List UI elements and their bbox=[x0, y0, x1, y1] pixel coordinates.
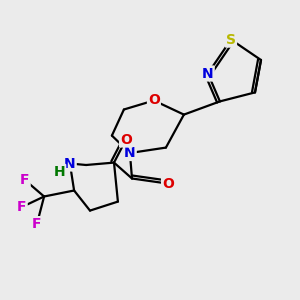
Text: F: F bbox=[32, 217, 42, 231]
Text: N: N bbox=[202, 67, 214, 80]
Text: O: O bbox=[148, 94, 160, 107]
Text: N: N bbox=[64, 157, 76, 170]
Text: N: N bbox=[124, 146, 136, 160]
Text: H: H bbox=[54, 165, 65, 179]
Text: O: O bbox=[120, 133, 132, 146]
Text: S: S bbox=[226, 33, 236, 46]
Text: F: F bbox=[20, 173, 30, 187]
Text: F: F bbox=[17, 200, 27, 214]
Text: O: O bbox=[162, 177, 174, 190]
